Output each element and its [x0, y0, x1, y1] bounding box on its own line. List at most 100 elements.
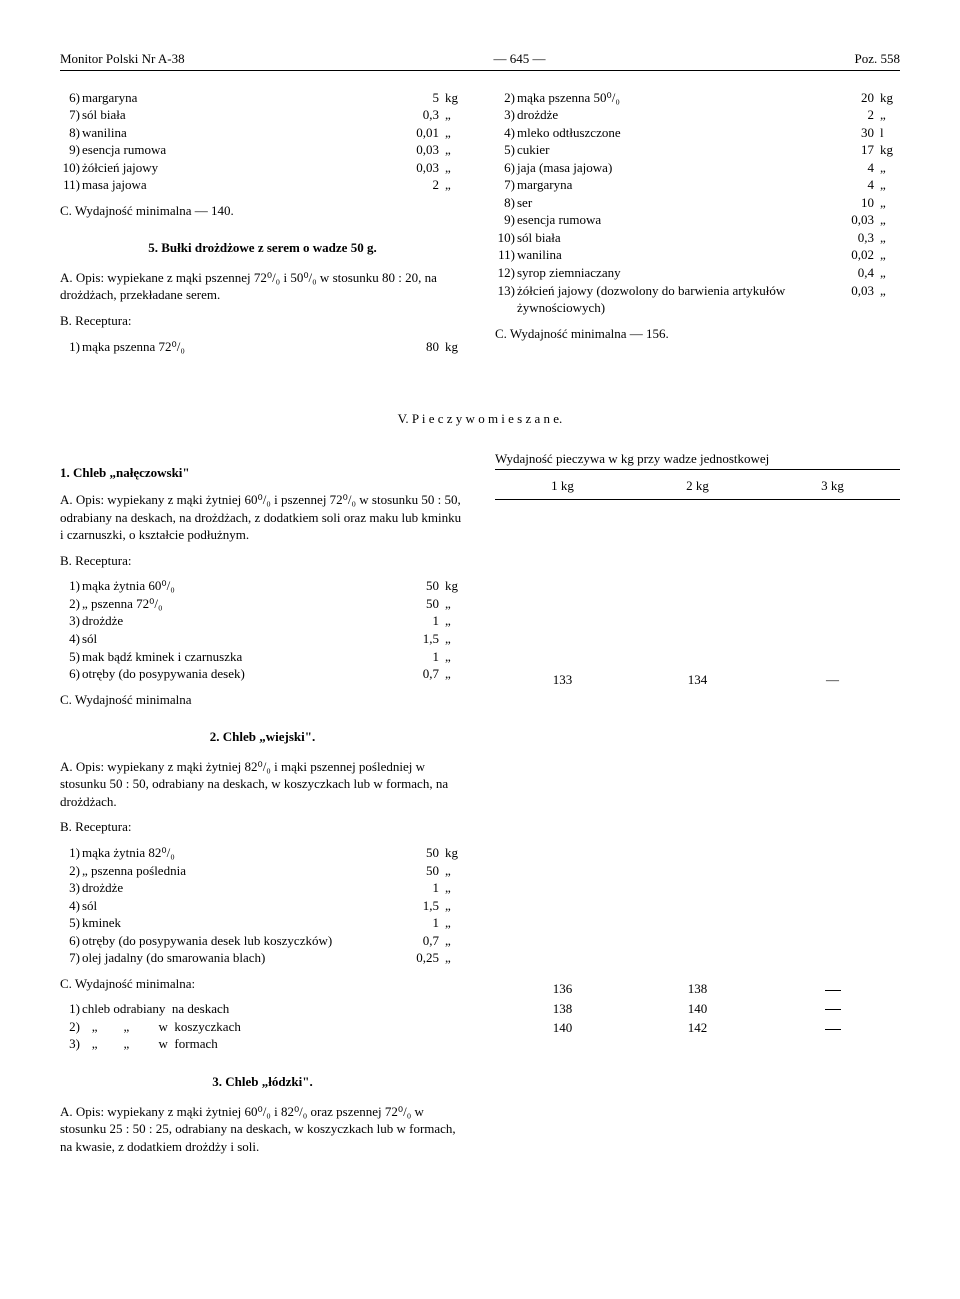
ingredient-unit: „ — [445, 176, 465, 194]
header-left: Monitor Polski Nr A-38 — [60, 50, 185, 68]
ingredient-value: 80 — [401, 338, 445, 356]
ingredient-num: 8) — [60, 124, 82, 142]
ingredient-num: 10) — [60, 159, 82, 177]
item2-rec-row: 7)olej jadalny (do smarowania blach)0,25… — [60, 949, 465, 967]
ingredient-num: 11) — [495, 246, 517, 264]
ingredient-num: 3) — [495, 106, 517, 124]
ingredient-num: 4) — [495, 124, 517, 142]
ingredient-name: margaryna — [517, 176, 836, 194]
ingredient-value: 0,7 — [401, 665, 445, 683]
ingredient-unit: „ — [445, 879, 465, 897]
item1-title: 1. Chleb „nałęczowski" — [60, 464, 465, 482]
ingredient-num: 6) — [60, 932, 82, 950]
ingredient-unit: „ — [445, 106, 465, 124]
yield-table-col: Wydajność pieczywa w kg przy wadze jedno… — [495, 450, 900, 1164]
top-right-col: 2)mąka pszenna 50⁰/₀20kg3)drożdże2„4)mle… — [495, 89, 900, 356]
ingredient-name: sól biała — [517, 229, 836, 247]
header-right: Poz. 558 — [855, 50, 901, 68]
ingredient-value: 0,03 — [836, 282, 880, 300]
ingredient-unit: kg — [445, 577, 465, 595]
top-left-ing-row: 11)masa jajowa2„ — [60, 176, 465, 194]
ingredient-value: 5 — [401, 89, 445, 107]
ingredient-value: 4 — [836, 176, 880, 194]
ingredient-value: 1 — [401, 648, 445, 666]
item2-yield-desc-row: 3) „ „ w formach — [60, 1035, 465, 1053]
ingredient-num: 1) — [60, 844, 82, 862]
item2-yield-desc-row: 1)chleb odrabiany na deskach — [60, 1000, 465, 1018]
ingredient-unit: kg — [445, 89, 465, 107]
ingredient-value: 17 — [836, 141, 880, 159]
yield-row-name: „ „ w koszyczkach — [82, 1018, 465, 1036]
item1-rec-row: 6)otręby (do posypywania desek)0,7„ — [60, 665, 465, 683]
top-right-ing-row: 12)syrop ziemniaczany0,4„ — [495, 264, 900, 282]
ingredient-value: 0,02 — [836, 246, 880, 264]
yield-row-name: „ „ w formach — [82, 1035, 465, 1053]
ingredient-unit: „ — [445, 949, 465, 967]
top-right-ing-row: 3)drożdże2„ — [495, 106, 900, 124]
item1-rec-row: 2) „ pszenna 72⁰/₀50„ — [60, 595, 465, 613]
ingredient-unit: „ — [445, 141, 465, 159]
ingredient-name: żółcień jajowy (dozwolony do barwienia a… — [517, 282, 836, 317]
top-left-ing-row: 6)margaryna5kg — [60, 89, 465, 107]
ingredient-name: esencja rumowa — [517, 211, 836, 229]
item2-rec-row: 6)otręby (do posypywania desek lub koszy… — [60, 932, 465, 950]
top-right-ing-row: 6)jaja (masa jajowa)4„ — [495, 159, 900, 177]
ingredient-name: olej jadalny (do smarowania blach) — [82, 949, 401, 967]
item2-yield-desc-row: 2) „ „ w koszyczkach — [60, 1018, 465, 1036]
ingredient-num: 11) — [60, 176, 82, 194]
ingredient-unit: „ — [880, 194, 900, 212]
yield-row-item2: 136138 — [495, 979, 900, 999]
page-header: Monitor Polski Nr A-38 — 645 — Poz. 558 — [60, 50, 900, 71]
item1-opis: A. Opis: wypiekany z mąki żytniej 60⁰/₀ … — [60, 491, 465, 544]
ingredient-name: sól — [82, 630, 401, 648]
yield-table-cols: 1 kg 2 kg 3 kg — [495, 473, 900, 500]
item3-opis: A. Opis: wypiekany z mąki żytniej 60⁰/₀ … — [60, 1103, 465, 1156]
top-left-ing-row: 9)esencja rumowa0,03„ — [60, 141, 465, 159]
ingredient-name: mąka żytnia 82⁰/₀ — [82, 844, 401, 862]
right-yield: C. Wydajność minimalna — 156. — [495, 325, 900, 343]
ingredient-num: 7) — [60, 106, 82, 124]
ingredient-num: 6) — [495, 159, 517, 177]
ingredient-unit: „ — [445, 159, 465, 177]
top-right-ing-row: 4)mleko odtłuszczone30l — [495, 124, 900, 142]
ingredient-unit: „ — [445, 124, 465, 142]
ingredient-name: wanilina — [82, 124, 401, 142]
ingredient-value: 30 — [836, 124, 880, 142]
top-right-ing-row: 9)esencja rumowa0,03„ — [495, 211, 900, 229]
item2-rec-label: B. Receptura: — [60, 818, 465, 836]
top-left-ing-row: 7)sól biała0,3„ — [60, 106, 465, 124]
ingredient-value: 0,3 — [836, 229, 880, 247]
ingredient-num: 5) — [60, 914, 82, 932]
ingredient-unit: kg — [445, 844, 465, 862]
section5-receptura-label: B. Receptura: — [60, 312, 465, 330]
ingredient-name: „ pszenna 72⁰/₀ — [82, 595, 401, 613]
item1-rec-row: 1)mąka żytnia 60⁰/₀50kg — [60, 577, 465, 595]
ingredient-unit: „ — [445, 648, 465, 666]
ingredient-name: cukier — [517, 141, 836, 159]
ingredient-value: 2 — [836, 106, 880, 124]
top-columns: 6)margaryna5kg7)sól biała0,3„8)wanilina0… — [60, 89, 900, 356]
ingredient-name: wanilina — [517, 246, 836, 264]
item2-rec-row: 2) „ pszenna poślednia50„ — [60, 862, 465, 880]
ingredient-name: drożdże — [82, 879, 401, 897]
top-right-ing-row: 13)żółcień jajowy (dozwolony do barwieni… — [495, 282, 900, 317]
dash-icon — [825, 1029, 841, 1030]
ingredient-num: 3) — [60, 879, 82, 897]
top-right-ing-row: 8)ser10„ — [495, 194, 900, 212]
ingredient-name: otręby (do posypywania desek lub koszycz… — [82, 932, 401, 950]
ingredient-name: mak bądź kminek i czarnuszka — [82, 648, 401, 666]
ingredient-num: 4) — [60, 897, 82, 915]
ingredient-name: otręby (do posypywania desek) — [82, 665, 401, 683]
yield-row-item2: 138140 — [495, 999, 900, 1019]
item2-opis: A. Opis: wypiekany z mąki żytniej 82⁰/₀ … — [60, 758, 465, 811]
ingredient-name: masa jajowa — [82, 176, 401, 194]
item2-rec-row: 5)kminek1„ — [60, 914, 465, 932]
ingredient-num: 1) — [60, 577, 82, 595]
ingredient-num: 6) — [60, 665, 82, 683]
yield-table-header: Wydajność pieczywa w kg przy wadze jedno… — [495, 450, 900, 471]
ingredient-num: 4) — [60, 630, 82, 648]
top-right-ing-row: 7)margaryna4„ — [495, 176, 900, 194]
section5-title: 5. Bułki drożdżowe z serem o wadze 50 g. — [60, 239, 465, 257]
ingredient-value: 50 — [401, 862, 445, 880]
ingredient-value: 0,7 — [401, 932, 445, 950]
